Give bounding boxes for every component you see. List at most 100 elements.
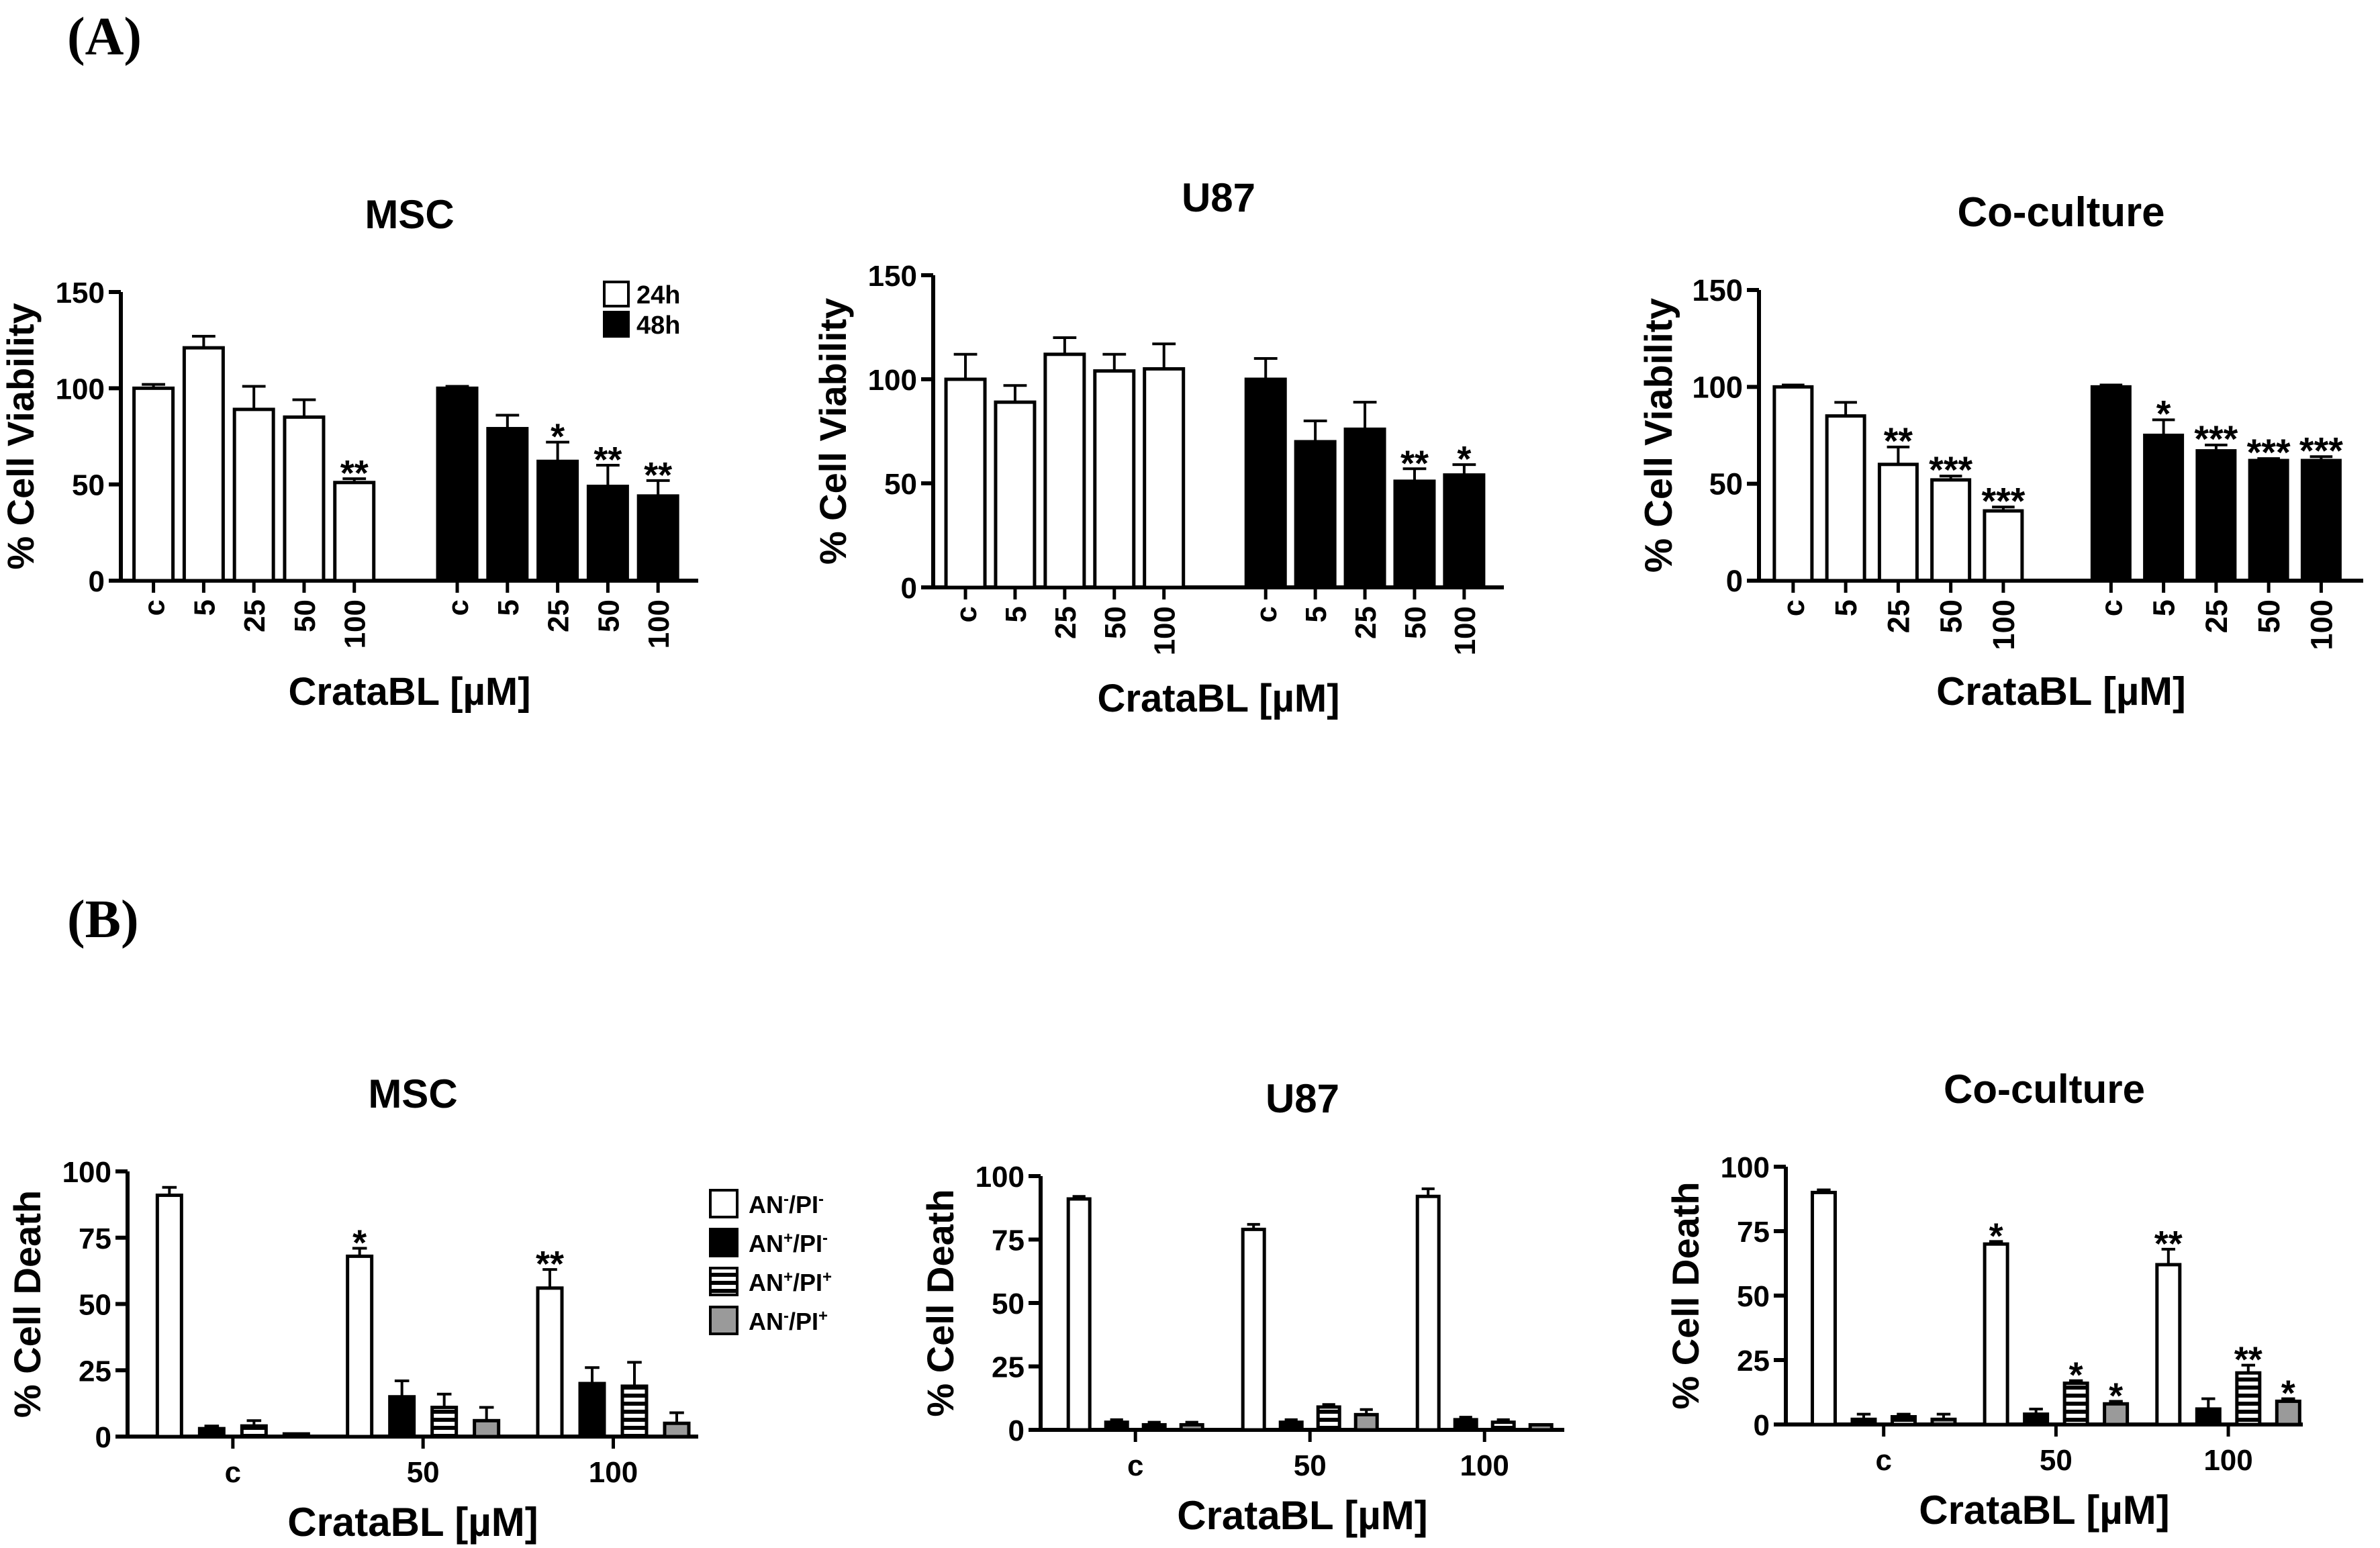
chart3-x-tick-label-0-3: 50: [1934, 599, 1968, 633]
chart6-bar-AN-/PI--100-significance: **: [2154, 1224, 2183, 1264]
chart3-bar-24h-25-significance: **: [1884, 420, 1913, 462]
chart2-title: U87: [1182, 175, 1255, 220]
chart2-x-tick-label-1-0: c: [1250, 606, 1283, 622]
chart2-bar-24h-25: [1043, 352, 1086, 589]
chart3-x-tick-label-0-0: c: [1776, 599, 1811, 616]
chart2-x-label: CrataBL [µM]: [1097, 677, 1339, 720]
chart1-bar-48h-25: [536, 459, 579, 583]
chart3-x-tick-label-1-2: 25: [2199, 599, 2234, 633]
chart3-x-tick-label-0-1: 5: [1829, 599, 1863, 616]
chart2-x-tick-label-1-3: 50: [1399, 606, 1432, 639]
chart6-y-tick-label-3: 75: [1737, 1216, 1770, 1249]
chart2-y-tick-label-0: 0: [901, 572, 917, 605]
chart3-y-tick-label-2: 100: [1692, 370, 1743, 404]
chart6-x-tick-label-1: 50: [2040, 1444, 2073, 1477]
chart4-bar-AN-/PI--100: [536, 1286, 564, 1439]
chart6-y-tick-label-2: 50: [1737, 1280, 1770, 1313]
chart3-bar-48h-5: [2143, 434, 2185, 583]
chart5-bar-AN-/PI--50: [1241, 1227, 1266, 1432]
chart6-bar-AN-/PI+-100-significance: *: [2281, 1373, 2295, 1414]
chart4-bar-AN-/PI--100-significance: **: [536, 1244, 564, 1284]
chart5-y-tick-label-1: 25: [992, 1351, 1025, 1384]
chart3-bar-48h-100: [2300, 458, 2342, 583]
chart5-bar-AN+/PI--50: [1278, 1420, 1304, 1432]
chart4-x-tick-label-1: 50: [407, 1456, 440, 1489]
chart4-bar-AN+/PI+-c: [240, 1424, 268, 1439]
chart6-bar-AN-/PI+-100: [2275, 1399, 2301, 1426]
chart1-x-tick-label-0-0: c: [138, 599, 171, 616]
chart5-x-label: CrataBL [µM]: [1177, 1493, 1427, 1538]
chart4-legend-label-1: AN+/PI-: [749, 1229, 828, 1258]
chart4-legend-label-0-part-1: -: [783, 1190, 789, 1208]
chart2-bar-48h-5: [1294, 440, 1337, 589]
chart1-bar-48h-5: [486, 427, 529, 583]
chart4-bar-AN+/PI+-100: [620, 1384, 649, 1439]
chart4-legend-label-0-part-2: /PI: [789, 1191, 818, 1218]
chart4-legend-label-1-part-2: /PI: [793, 1230, 822, 1257]
chart1-x-tick-label-1-2: 25: [542, 599, 575, 632]
chart5-title: U87: [1266, 1076, 1339, 1121]
chart3-y-tick-label-0: 0: [1726, 564, 1743, 598]
chart4-y-tick-label-1: 25: [79, 1355, 111, 1388]
chart6-bar-AN+/PI--c: [1850, 1417, 1877, 1426]
chart4-legend-label-3: AN-/PI+: [749, 1307, 828, 1336]
chart4-legend-label-0: AN-/PI-: [749, 1190, 824, 1219]
chart6-bar-AN-/PI--100: [2155, 1263, 2182, 1426]
chart2-bar-48h-25: [1343, 427, 1386, 589]
chart4-bar-AN-/PI--50: [346, 1254, 374, 1439]
chart3-x-tick-label-0-2: 25: [1881, 599, 1915, 633]
chart2-x-tick-label-0-3: 50: [1099, 606, 1132, 639]
chart5-y-tick-label-4: 100: [975, 1161, 1025, 1194]
chart2-x-tick-label-0-4: 100: [1149, 606, 1182, 655]
chart3-bar-48h-25: [2195, 449, 2237, 583]
chart4-legend-label-2-part-2: /PI: [793, 1269, 822, 1296]
chart4-bar-AN-/PI--50-significance: *: [352, 1223, 367, 1263]
chart4-legend-swatch-2: [709, 1267, 739, 1296]
chart1-bar-48h-100: [636, 494, 679, 583]
chart3-bar-48h-50-significance: ***: [2247, 432, 2291, 473]
chart2-bar-24h-c: [944, 377, 987, 589]
chart2-y-tick-label-1: 50: [884, 468, 917, 501]
chart2-bar-24h-5: [994, 400, 1037, 589]
chart1-bar-24h-50: [283, 415, 326, 583]
chart3-x-label: CrataBL [µM]: [1936, 669, 2186, 714]
chart2-y-label: % Cell Viability: [812, 298, 854, 565]
chart4-y-tick-label-0: 0: [95, 1421, 111, 1454]
chart4-title: MSC: [368, 1071, 457, 1116]
chart1-bar-48h-50-significance: **: [593, 440, 622, 480]
chart5-y-tick-label-2: 50: [992, 1288, 1025, 1320]
chart1-legend-label-24h: 24h: [636, 281, 680, 309]
chart1-x-tick-label-0-1: 5: [188, 599, 221, 616]
chart1-x-tick-label-0-2: 25: [238, 599, 271, 632]
chart6-bar-AN-/PI--50-significance: *: [1989, 1216, 2003, 1256]
chart6-y-tick-label-0: 0: [1754, 1409, 1770, 1442]
chart2-bar-48h-50: [1393, 479, 1436, 589]
chart2-bar-48h-100-significance: *: [1457, 439, 1471, 479]
chart4-bar-AN-/PI+-100: [663, 1421, 691, 1439]
chart1-legend-swatch-24h: [603, 281, 630, 307]
chart6-bar-AN+/PI+-c: [1890, 1414, 1917, 1426]
chart2-bar-48h-c: [1244, 377, 1287, 589]
chart3-x-tick-label-1-4: 100: [2304, 599, 2338, 650]
chart4-x-tick-label-0: c: [225, 1456, 241, 1489]
chart3-bar-24h-25: [1877, 463, 1919, 583]
chart1-legend-label-48h: 48h: [636, 311, 680, 340]
chart1-x-tick-label-1-0: c: [442, 599, 475, 616]
chart3-x-tick-label-1-1: 5: [2147, 599, 2181, 616]
chart5-bar-AN-/PI+-100: [1528, 1422, 1554, 1432]
chart4-legend-swatch-3: [709, 1306, 739, 1335]
chart1-x-tick-label-0-3: 50: [289, 599, 322, 632]
chart1-x-label: CrataBL [µM]: [288, 670, 530, 714]
chart4-legend-label-2-part-1: +: [783, 1268, 793, 1286]
chart1-y-label: % Cell Viability: [0, 303, 42, 569]
chart6-bar-AN+/PI+-50-significance: *: [2069, 1355, 2083, 1396]
chart6-bar-AN+/PI+-100-significance: **: [2234, 1340, 2263, 1380]
chart4-bar-AN-/PI+-50: [473, 1418, 501, 1439]
chart2-y-tick-label-2: 100: [868, 364, 917, 397]
chart3-y-tick-label-1: 50: [1709, 467, 1743, 501]
chart3-y-tick-label-3: 150: [1692, 273, 1743, 307]
chart3-bar-24h-c: [1772, 385, 1814, 583]
chart1-title: MSC: [365, 192, 454, 237]
chart2-x-tick-label-1-2: 25: [1349, 606, 1382, 639]
chart4-legend-label-3-part-2: /PI: [789, 1308, 818, 1335]
